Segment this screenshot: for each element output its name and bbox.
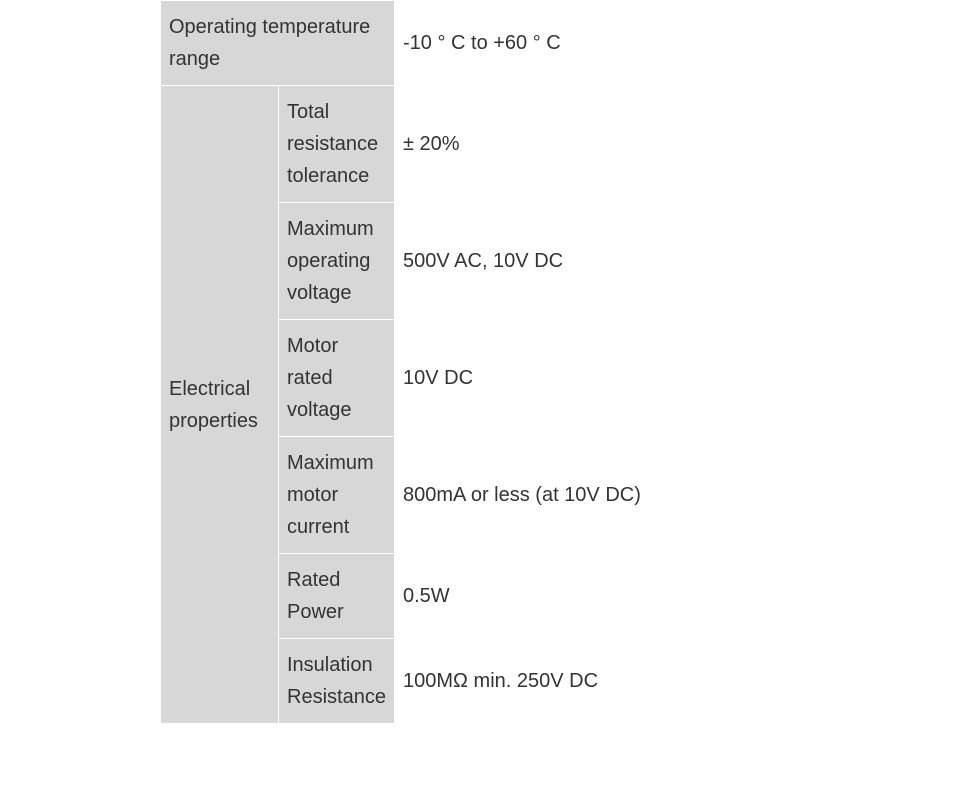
row-value: -10 ° C to +60 ° C: [395, 1, 951, 86]
spec-table: Operating temperature range -10 ° C to +…: [160, 0, 951, 724]
row-value: 0.5W: [395, 554, 951, 639]
row-sublabel: Insulation Resistance: [279, 639, 395, 724]
row-sublabel: Maximum motor current: [279, 437, 395, 554]
row-value: ± 20%: [395, 86, 951, 203]
row-value: 500V AC, 10V DC: [395, 203, 951, 320]
table-row: Electrical properties Total resistance t…: [161, 86, 951, 203]
row-value: 100MΩ min. 250V DC: [395, 639, 951, 724]
row-sublabel: Total resistance tolerance: [279, 86, 395, 203]
row-sublabel: Maximum operating voltage: [279, 203, 395, 320]
row-group-label: Electrical properties: [161, 86, 279, 724]
row-label: Operating temperature range: [161, 1, 395, 86]
table-row: Motor rated voltage 10V DC: [161, 320, 951, 437]
table-row: Maximum operating voltage 500V AC, 10V D…: [161, 203, 951, 320]
row-value: 800mA or less (at 10V DC): [395, 437, 951, 554]
table-row: Maximum motor current 800mA or less (at …: [161, 437, 951, 554]
table-row: Insulation Resistance 100MΩ min. 250V DC: [161, 639, 951, 724]
row-sublabel: Motor rated voltage: [279, 320, 395, 437]
row-sublabel: Rated Power: [279, 554, 395, 639]
table-row: Operating temperature range -10 ° C to +…: [161, 1, 951, 86]
row-value: 10V DC: [395, 320, 951, 437]
table-row: Rated Power 0.5W: [161, 554, 951, 639]
